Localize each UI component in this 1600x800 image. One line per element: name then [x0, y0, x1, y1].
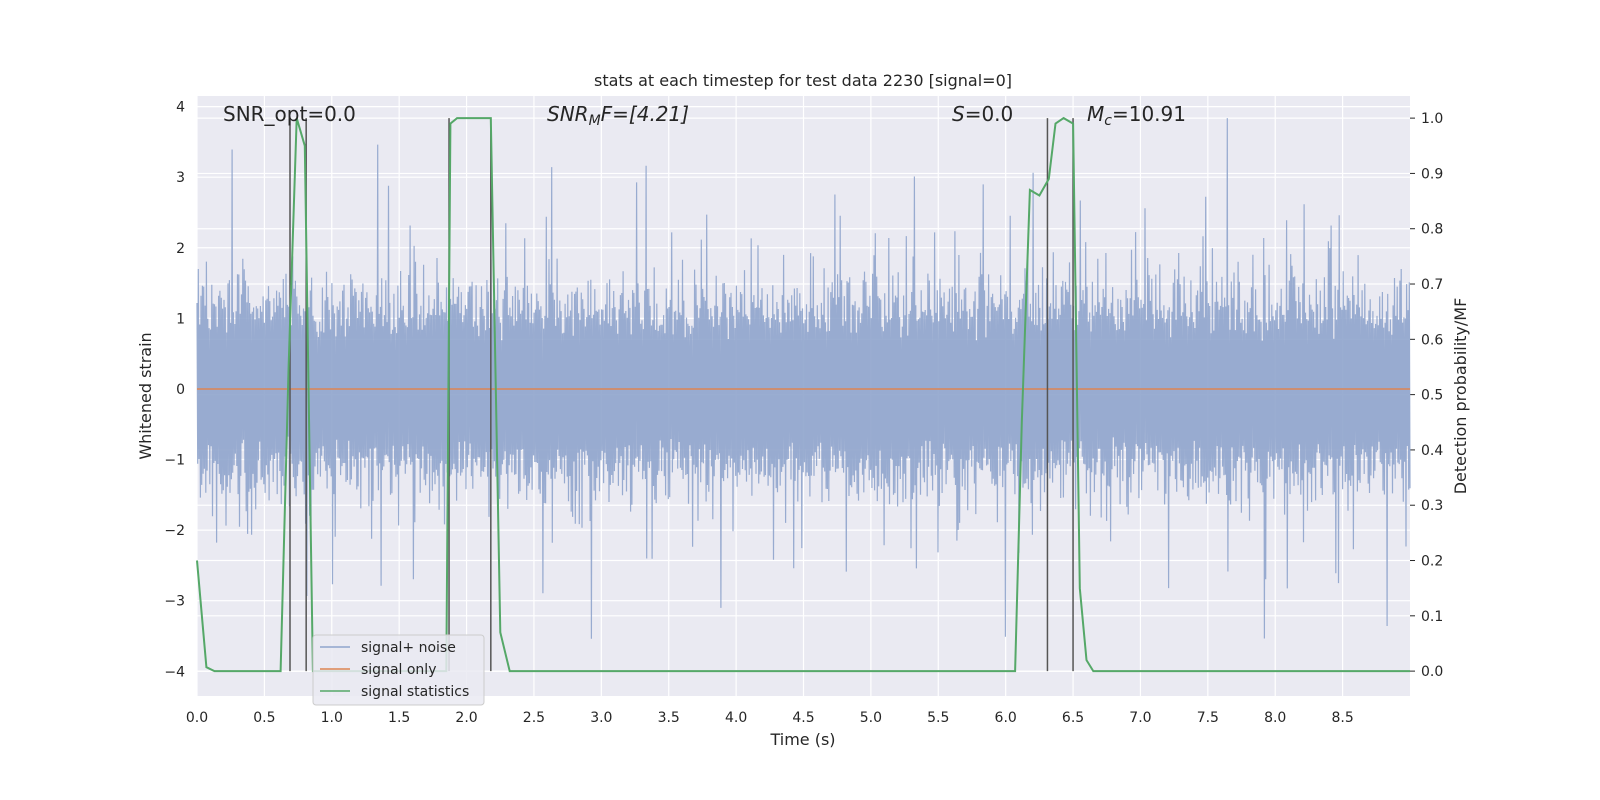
legend-label-signal-only: signal only — [361, 662, 436, 678]
annotation-snr-opt: SNR_opt=0.0 — [223, 102, 356, 126]
y-tick-label: −2 — [164, 523, 185, 539]
annotation-s-val: =0.0 — [965, 102, 1014, 126]
x-tick-label: 7.0 — [1129, 710, 1151, 726]
y-tick-label: 3 — [176, 170, 185, 186]
legend-label-signal-statistics: signal statistics — [361, 684, 469, 700]
right-y-tick-label: 0.5 — [1421, 388, 1443, 404]
annotation-s-var: S — [952, 102, 965, 126]
y-tick-label: 1 — [176, 311, 185, 327]
y-tick-label: 0 — [176, 382, 185, 398]
right-y-tick-label: 0.9 — [1421, 166, 1443, 182]
x-tick-label: 0.5 — [253, 710, 275, 726]
y-tick-label: −1 — [164, 453, 185, 469]
right-y-tick-labels: 1.0 0.9 0.8 0.7 0.6 0.5 0.4 0.3 0.2 0.1 0.0 — [1421, 111, 1443, 680]
series-signal-statistics — [196, 116, 1410, 673]
right-y-tick-label: 0.0 — [1421, 664, 1443, 680]
x-tick-label: 3.0 — [590, 710, 612, 726]
y-tick-label: 4 — [176, 100, 185, 116]
x-axis-label: Time (s) — [769, 730, 835, 749]
right-y-axis-label: Detection probability/MF — [1451, 298, 1470, 495]
x-tick-label: 4.5 — [792, 710, 814, 726]
annotation-snr-mf-main: SNR — [547, 102, 589, 126]
x-tick-label: 6.0 — [995, 710, 1017, 726]
y-axis-label: Whitened strain — [136, 332, 155, 459]
annotation-snr-mf-tail: F=[4.21] — [601, 102, 689, 126]
x-tick-label: 4.0 — [725, 710, 747, 726]
annotation-mc-sub: c — [1104, 113, 1112, 129]
x-tick-labels: 0.0 0.5 1.0 1.5 2.0 2.5 3.0 3.5 4.0 4.5 5.0 5.5 6.0 6… — [186, 710, 1354, 726]
chart-title: stats at each timestep for test data 223… — [594, 71, 1012, 90]
legend-box — [312, 634, 485, 706]
x-tick-label: 6.5 — [1062, 710, 1084, 726]
x-tick-label: 5.0 — [860, 710, 882, 726]
x-tick-label: 3.5 — [658, 710, 680, 726]
annotation-mc-var: M — [1087, 102, 1104, 126]
right-y-tick-label: 0.3 — [1421, 498, 1443, 514]
annotation-snr-mf-sub: M — [589, 113, 601, 129]
y-tick-label: −4 — [164, 664, 185, 680]
x-tick-label: 2.5 — [523, 710, 545, 726]
x-tick-label: 7.5 — [1197, 710, 1219, 726]
y-tick-label: −3 — [164, 594, 185, 610]
y-tick-label: 2 — [176, 241, 185, 257]
right-y-tick-label: 1.0 — [1421, 111, 1443, 127]
annotation-s: S=0.0 — [952, 102, 1013, 126]
right-y-tick-label: 0.7 — [1421, 277, 1443, 293]
right-y-tick-label: 0.8 — [1421, 222, 1443, 238]
legend: signal+ noise signal only signal statist… — [312, 634, 485, 706]
annotation-mc-val: =10.91 — [1112, 102, 1186, 126]
annotation-mc: Mc=10.91 — [1087, 102, 1186, 129]
y-tick-labels: 4 3 2 1 0 −1 −2 −3 −4 — [164, 100, 185, 681]
x-tick-label: 1.0 — [321, 710, 343, 726]
x-tick-label: 0.0 — [186, 710, 208, 726]
x-tick-label: 8.5 — [1331, 710, 1353, 726]
right-y-tick-label: 0.2 — [1421, 554, 1443, 570]
x-tick-label: 5.5 — [927, 710, 949, 726]
legend-label-signal-noise: signal+ noise — [361, 640, 456, 656]
x-tick-label: 2.0 — [455, 710, 477, 726]
x-tick-label: 1.5 — [388, 710, 410, 726]
series-signal-noise — [196, 118, 1411, 639]
right-y-tick-label: 0.4 — [1421, 443, 1443, 459]
signal-statistics-line — [196, 116, 1410, 673]
x-tick-label: 8.0 — [1264, 710, 1286, 726]
right-y-tick-label: 0.1 — [1421, 609, 1443, 625]
noise-line — [196, 118, 1411, 639]
right-y-tick-label: 0.6 — [1421, 332, 1443, 348]
annotation-snr-mf: SNRMF=[4.21] — [547, 102, 689, 129]
